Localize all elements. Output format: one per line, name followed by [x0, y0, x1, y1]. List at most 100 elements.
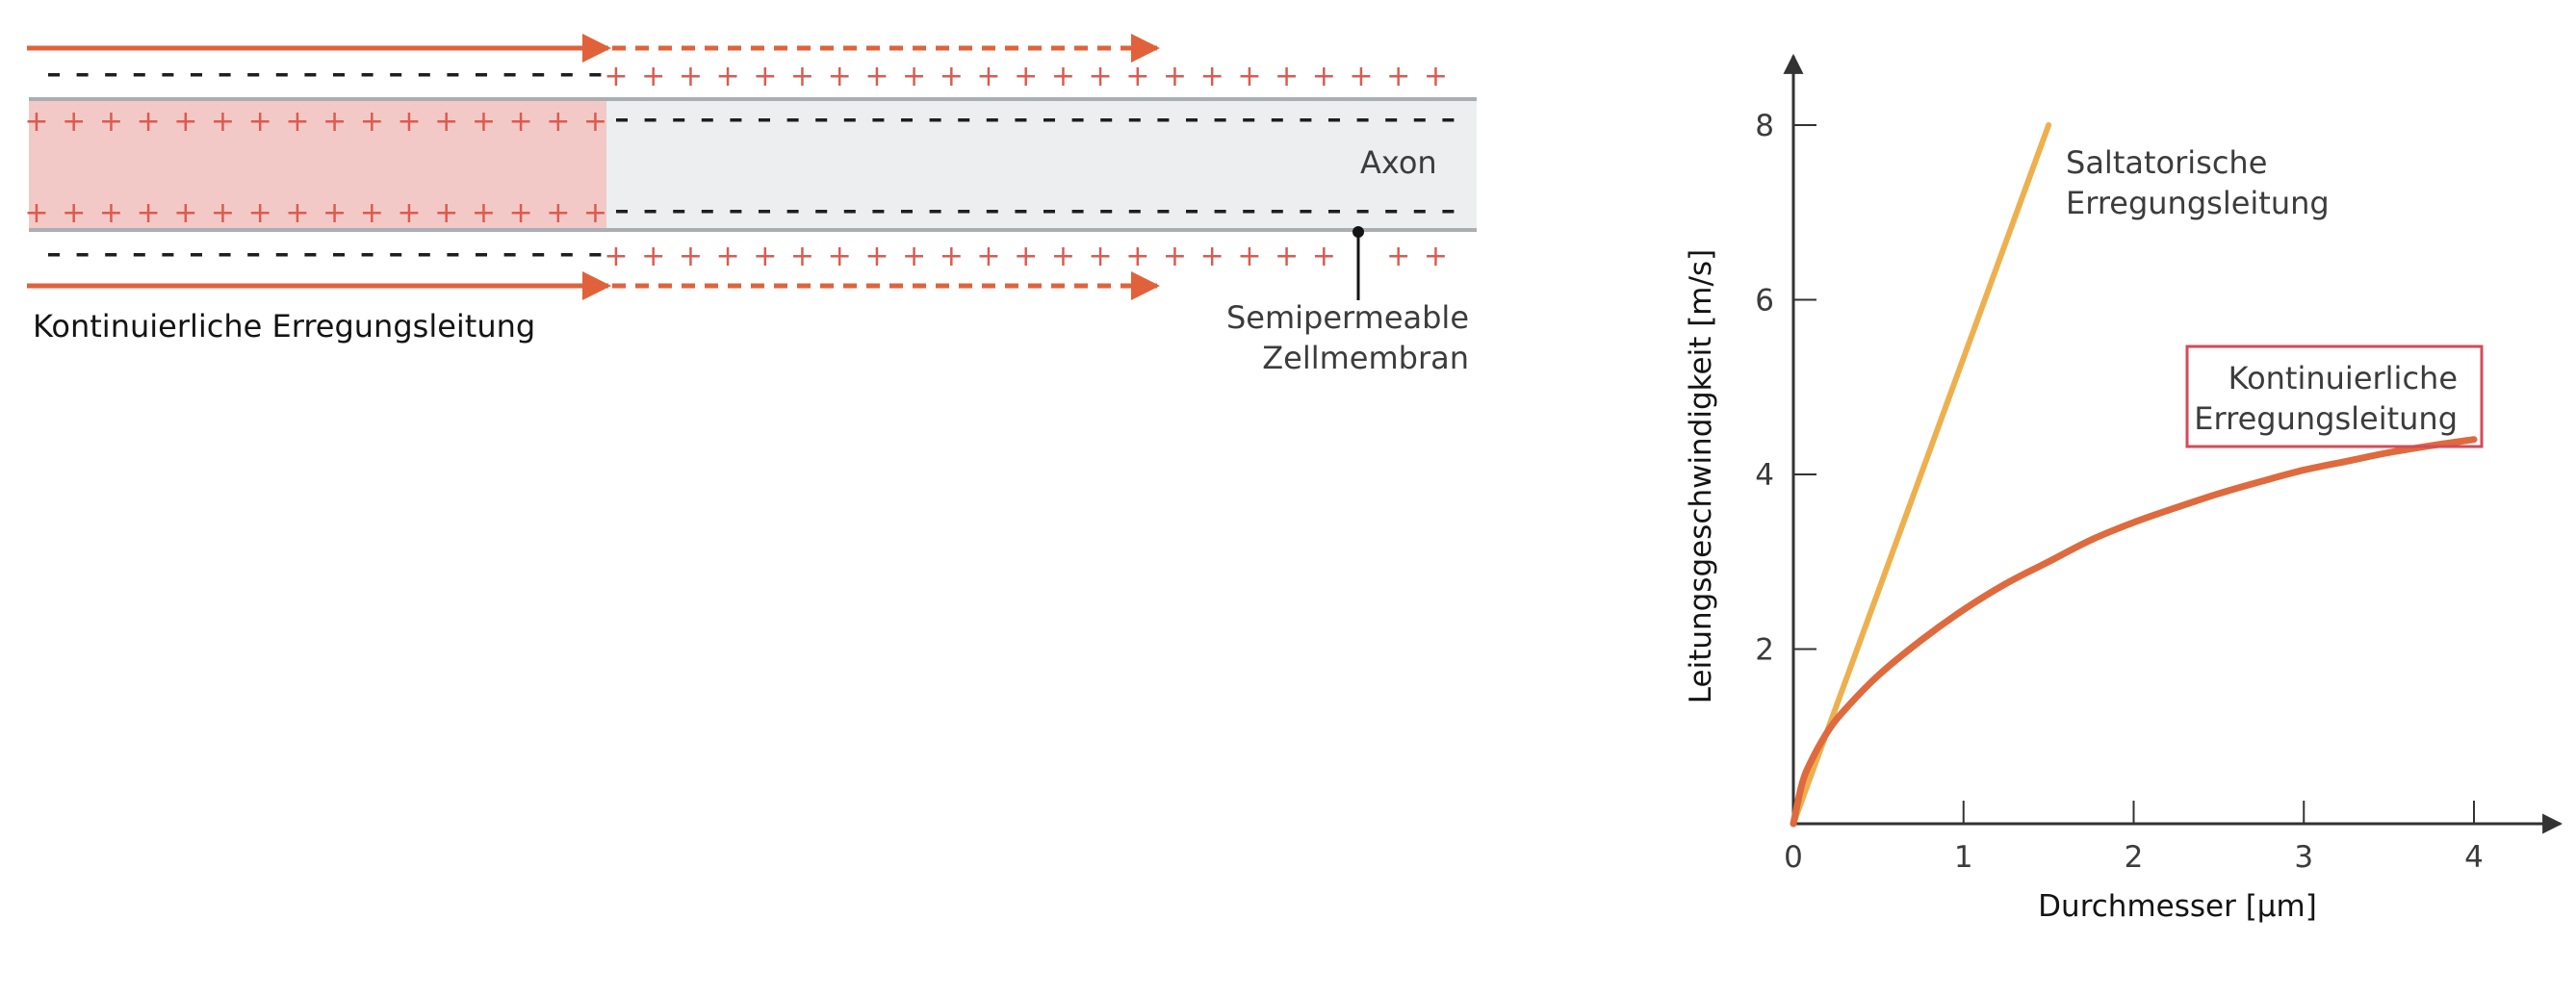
plus-charge: +: [1089, 240, 1113, 273]
minus-charge: [815, 210, 828, 214]
plus-charge: +: [753, 60, 777, 93]
minus-charge: [1243, 210, 1255, 214]
plus-charge: +: [62, 105, 86, 139]
minus-charge: [532, 73, 545, 77]
minus-charge: [1442, 118, 1455, 122]
plus-charge: +: [434, 196, 458, 230]
minus-charge: [1413, 118, 1426, 122]
y-tick-label: 6: [1755, 284, 1774, 319]
minus-charge: [815, 118, 828, 122]
plus-charge: +: [509, 196, 533, 230]
minus-charge: [247, 73, 260, 77]
x-tick-label: 4: [2464, 840, 2484, 875]
minus-charge: [843, 118, 856, 122]
plus-charge: +: [211, 105, 235, 139]
minus-charge: [333, 73, 345, 77]
minus-charge: [191, 73, 202, 77]
minus-charge: [361, 253, 374, 257]
minus-charge: [447, 253, 459, 257]
plus-charge: +: [1237, 240, 1261, 273]
minus-charge: [1356, 118, 1369, 122]
minus-charge: [1442, 210, 1455, 214]
plus-charge: +: [864, 240, 889, 273]
plus-charge: +: [137, 105, 161, 139]
plus-charge: +: [902, 60, 926, 93]
minus-charge: [1157, 118, 1170, 122]
plus-charge: +: [397, 196, 421, 230]
minus-charge: [162, 73, 174, 77]
x-tick-label: 1: [1954, 840, 1973, 875]
minus-charge: [560, 253, 573, 257]
plus-charge: +: [1275, 60, 1299, 93]
minus-charge: [1043, 118, 1055, 122]
minus-charge: [1100, 118, 1113, 122]
plus-charge: +: [137, 196, 161, 230]
minus-charge: [929, 210, 941, 214]
minus-charge: [986, 118, 998, 122]
minus-charge: [304, 73, 317, 77]
plus-charge: +: [940, 60, 964, 93]
plus-charge: +: [864, 60, 889, 93]
minus-charge: [1100, 210, 1113, 214]
minus-charge: [447, 73, 459, 77]
minus-charge: [730, 210, 742, 214]
minus-charge: [48, 253, 60, 257]
minus-charge: [390, 253, 402, 257]
plus-charge: +: [472, 105, 496, 139]
plus-charge: +: [1163, 240, 1187, 273]
plus-charge: +: [716, 60, 740, 93]
y-tick-label: 2: [1755, 633, 1774, 668]
minus-charge: [560, 73, 573, 77]
minus-charge: [701, 210, 713, 214]
minus-charge: [1300, 210, 1312, 214]
minus-charge: [219, 73, 231, 77]
plus-charge: +: [828, 240, 852, 273]
plus-charge: +: [248, 105, 272, 139]
minus-charge: [644, 118, 657, 122]
minus-charge: [219, 253, 231, 257]
minus-charge: [872, 118, 885, 122]
plus-charge: +: [322, 196, 347, 230]
minus-charge: [759, 210, 770, 214]
plus-charge: +: [211, 196, 235, 230]
minus-charge: [418, 73, 430, 77]
minus-charge: [1157, 210, 1170, 214]
plus-charge: +: [583, 196, 607, 230]
minus-charge: [76, 73, 89, 77]
plus-charge: +: [1125, 60, 1149, 93]
plus-charge: +: [1051, 60, 1075, 93]
y-ticks: 2 4 6 8: [1755, 109, 1816, 668]
plus-charge: +: [434, 105, 458, 139]
plus-charge: +: [1089, 60, 1113, 93]
minus-charge: [1271, 210, 1283, 214]
plus-charge: +: [1386, 60, 1410, 93]
minus-charge: [1328, 210, 1340, 214]
minus-charge: [1071, 210, 1084, 214]
minus-charge: [701, 118, 713, 122]
plus-charge: +: [1051, 240, 1075, 273]
plus-charge: +: [509, 105, 533, 139]
minus-charge: [247, 253, 260, 257]
plus-charge: +: [790, 240, 814, 273]
minus-charge: [616, 210, 628, 214]
minus-charge: [133, 253, 145, 257]
minus-charge: [1385, 118, 1398, 122]
plus-charge: +: [1386, 240, 1410, 273]
minus-charge: [872, 210, 885, 214]
minus-charge: [1128, 210, 1141, 214]
saltatory-label-line2: Erregungsleitung: [2066, 185, 2330, 221]
saltatory-line: [1790, 122, 2052, 827]
plus-charge: +: [1237, 60, 1261, 93]
plus-charge: +: [285, 105, 309, 139]
minus-charge: [929, 118, 941, 122]
minus-charge: [759, 118, 770, 122]
plus-charge: +: [1163, 60, 1187, 93]
velocity-chart: 0 1 2 3 4 2 4 6 8 Durchmesser [µm] Leitungsgesc…: [1684, 53, 2563, 924]
plus-charge: +: [397, 105, 421, 139]
saltatory-label-line1: Saltatorische: [2066, 144, 2267, 181]
continuous-label-line2: Erregungsleitung: [2194, 400, 2458, 437]
x-ticks: 0 1 2 3 4: [1784, 801, 2484, 875]
plus-charge: +: [1200, 60, 1224, 93]
minus-charge: [986, 210, 998, 214]
